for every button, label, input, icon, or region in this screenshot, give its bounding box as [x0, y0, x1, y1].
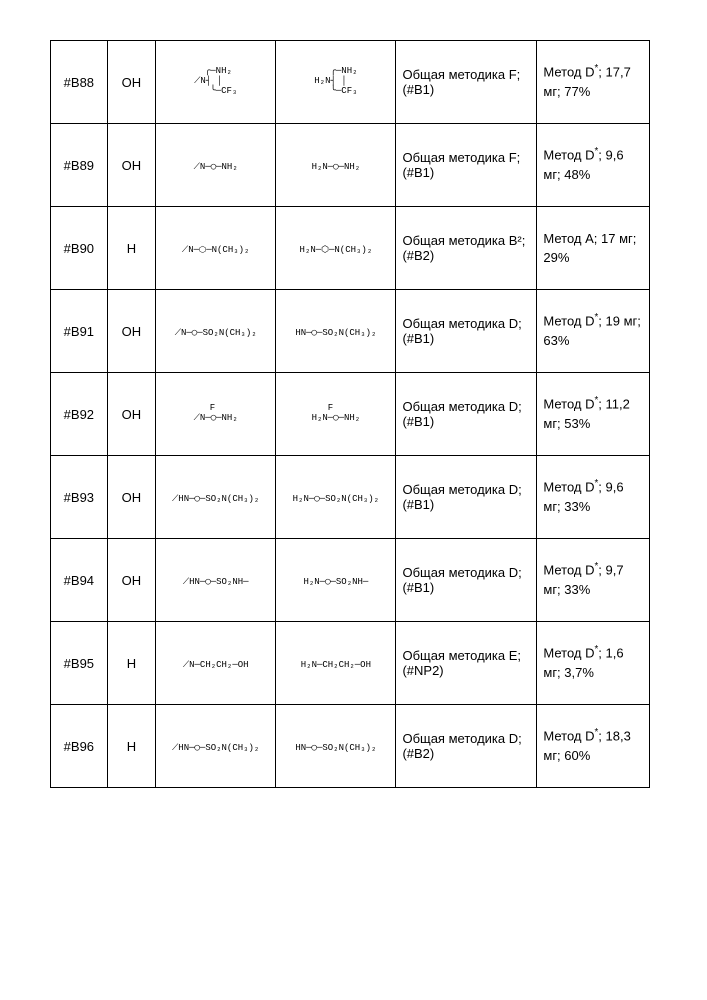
structure-2: H₂N─◯─NH₂: [276, 124, 396, 207]
structure-2: HN─◯─SO₂N(CH₃)₂: [276, 705, 396, 788]
structure-1-formula: ⟋N─◯─SO₂N(CH₃)₂: [175, 329, 257, 339]
method-name: Метод D: [543, 729, 594, 744]
structure-2: F H₂N─◯─NH₂: [276, 373, 396, 456]
procedure: Общая методика D; (#B1): [396, 290, 537, 373]
method-yield: Метод D*; 9,7 мг; 33%: [537, 539, 650, 622]
structure-1-formula: ⟋N─CH₂CH₂─OH: [183, 661, 249, 671]
method-yield: Метод D*; 19 мг; 63%: [537, 290, 650, 373]
method-name: Метод D: [543, 397, 594, 412]
table-row: #B95H ⟋N─CH₂CH₂─OH H₂N─CH₂CH₂─OH Общая мето…: [51, 622, 650, 705]
structure-1: ⟋N─◯─NH₂: [156, 124, 276, 207]
procedure: Общая методика E; (#NP2): [396, 622, 537, 705]
structure-2-formula: H₂N─◯─SO₂NH─: [303, 578, 368, 588]
structure-1: F ⟋N─◯─NH₂: [156, 373, 276, 456]
procedure: Общая методика F; (#B1): [396, 124, 537, 207]
structure-2-formula: F H₂N─◯─NH₂: [312, 404, 361, 424]
method-name: Метод A; 17 мг; 29%: [543, 231, 636, 266]
substituent-r: OH: [107, 41, 155, 124]
structure-2-formula: HN─◯─SO₂N(CH₃)₂: [295, 744, 376, 754]
method-yield: Метод D*; 17,7 мг; 77%: [537, 41, 650, 124]
table-row: #B92OH F ⟋N─◯─NH₂ F H₂N─◯─NH₂ Общая метод…: [51, 373, 650, 456]
procedure: Общая методика F; (#B1): [396, 41, 537, 124]
structure-1-formula: ⟋N─⬡─N(CH₃)₂: [182, 246, 250, 256]
table-row: #B96H ⟋HN─◯─SO₂N(CH₃)₂ HN─◯─SO₂N(CH₃)₂ Обща…: [51, 705, 650, 788]
substituent-r: OH: [107, 124, 155, 207]
method-yield: Метод D*; 9,6 мг; 48%: [537, 124, 650, 207]
table-row: #B90H ⟋N─⬡─N(CH₃)₂ H₂N─⬡─N(CH₃)₂ Общая мето…: [51, 207, 650, 290]
structure-2-formula: H₂N─◯─SO₂N(CH₃)₂: [293, 495, 379, 505]
procedure: Общая методика D; (#B1): [396, 373, 537, 456]
method-name: Метод D: [543, 148, 594, 163]
structure-1: ⟋HN─◯─SO₂NH─: [156, 539, 276, 622]
compound-id: #B94: [51, 539, 108, 622]
structure-1-formula: ⟋N─◯─NH₂: [194, 163, 238, 173]
procedure: Общая методика B²; (#B2): [396, 207, 537, 290]
structure-2: H₂N─◯─SO₂N(CH₃)₂: [276, 456, 396, 539]
compound-id: #B95: [51, 622, 108, 705]
compound-id: #B89: [51, 124, 108, 207]
structure-2: HN─◯─SO₂N(CH₃)₂: [276, 290, 396, 373]
method-yield: Метод D*; 18,3 мг; 60%: [537, 705, 650, 788]
table-row: #B94OH ⟋HN─◯─SO₂NH─ H₂N─◯─SO₂NH─ Общая мето…: [51, 539, 650, 622]
table-row: #B89OH ⟋N─◯─NH₂ H₂N─◯─NH₂ Общая методика F;…: [51, 124, 650, 207]
substituent-r: OH: [107, 290, 155, 373]
table-row: #B93OH ⟋HN─◯─SO₂N(CH₃)₂ H₂N─◯─SO₂N(CH₃)₂ Об…: [51, 456, 650, 539]
structure-2-formula: H₂N─◯─NH₂: [312, 163, 361, 173]
structure-2-formula: ╭─NH₂ H₂N┤ │ ╰─CF₃: [314, 67, 357, 97]
procedure: Общая методика D; (#B1): [396, 539, 537, 622]
substituent-r: OH: [107, 456, 155, 539]
method-name: Метод D: [543, 646, 594, 661]
structure-1: ⟋N─◯─SO₂N(CH₃)₂: [156, 290, 276, 373]
compound-table: #B88OH ╭─NH₂ ⟋N┤ │ ╰─CF₃ ╭─NH₂ H₂N┤ │ ╰─…: [50, 40, 650, 788]
compound-id: #B91: [51, 290, 108, 373]
method-name: Метод D: [543, 65, 594, 80]
structure-2: ╭─NH₂ H₂N┤ │ ╰─CF₃: [276, 41, 396, 124]
method-name: Метод D: [543, 480, 594, 495]
structure-2: H₂N─⬡─N(CH₃)₂: [276, 207, 396, 290]
structure-1: ⟋HN─◯─SO₂N(CH₃)₂: [156, 456, 276, 539]
procedure: Общая методика D; (#B1): [396, 456, 537, 539]
structure-1-formula: ⟋HN─◯─SO₂N(CH₃)₂: [172, 495, 259, 505]
method-yield: Метод D*; 11,2 мг; 53%: [537, 373, 650, 456]
structure-1: ⟋N─CH₂CH₂─OH: [156, 622, 276, 705]
procedure: Общая методика D; (#B2): [396, 705, 537, 788]
substituent-r: OH: [107, 373, 155, 456]
compound-id: #B88: [51, 41, 108, 124]
substituent-r: OH: [107, 539, 155, 622]
substituent-r: H: [107, 705, 155, 788]
compound-id: #B96: [51, 705, 108, 788]
structure-1: ╭─NH₂ ⟋N┤ │ ╰─CF₃: [156, 41, 276, 124]
method-yield: Метод A; 17 мг; 29%: [537, 207, 650, 290]
structure-1-formula: ╭─NH₂ ⟋N┤ │ ╰─CF₃: [194, 67, 237, 97]
table-row: #B91OH ⟋N─◯─SO₂N(CH₃)₂ HN─◯─SO₂N(CH₃)₂ Обща…: [51, 290, 650, 373]
structure-1-formula: ⟋HN─◯─SO₂NH─: [183, 578, 249, 588]
table-row: #B88OH ╭─NH₂ ⟋N┤ │ ╰─CF₃ ╭─NH₂ H₂N┤ │ ╰─…: [51, 41, 650, 124]
compound-id: #B93: [51, 456, 108, 539]
structure-2-formula: H₂N─⬡─N(CH₃)₂: [300, 246, 373, 256]
structure-1-formula: ⟋HN─◯─SO₂N(CH₃)₂: [172, 744, 259, 754]
structure-2: H₂N─CH₂CH₂─OH: [276, 622, 396, 705]
structure-2-formula: H₂N─CH₂CH₂─OH: [301, 661, 371, 671]
structure-2-formula: HN─◯─SO₂N(CH₃)₂: [295, 329, 376, 339]
compound-id: #B90: [51, 207, 108, 290]
structure-1: ⟋HN─◯─SO₂N(CH₃)₂: [156, 705, 276, 788]
method-yield: Метод D*; 9,6 мг; 33%: [537, 456, 650, 539]
structure-2: H₂N─◯─SO₂NH─: [276, 539, 396, 622]
method-name: Метод D: [543, 314, 594, 329]
structure-1-formula: F ⟋N─◯─NH₂: [194, 404, 238, 424]
compound-id: #B92: [51, 373, 108, 456]
structure-1: ⟋N─⬡─N(CH₃)₂: [156, 207, 276, 290]
substituent-r: H: [107, 622, 155, 705]
method-yield: Метод D*; 1,6 мг; 3,7%: [537, 622, 650, 705]
method-name: Метод D: [543, 563, 594, 578]
substituent-r: H: [107, 207, 155, 290]
